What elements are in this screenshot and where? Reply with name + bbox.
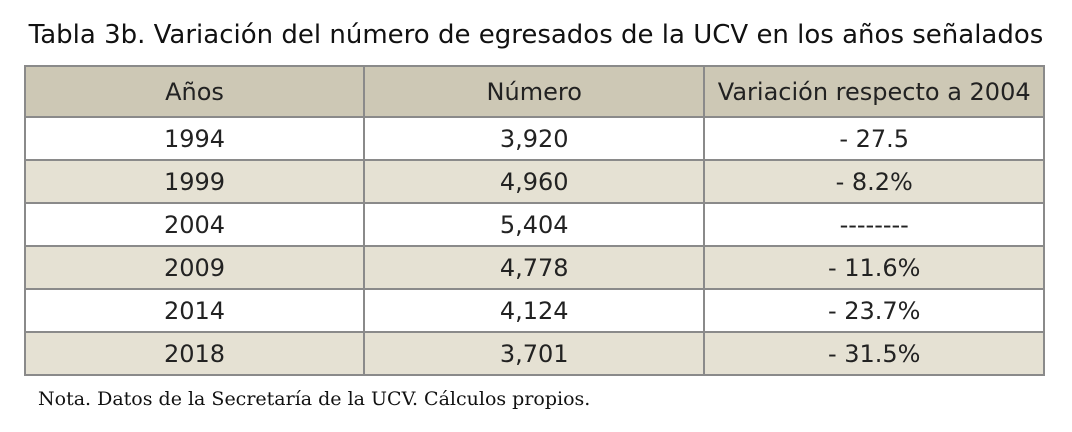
table-cell: 2018	[23, 331, 366, 376]
table-cell: 3,920	[363, 116, 706, 161]
table-cell: 3,701	[363, 331, 706, 376]
header-cell: Años	[23, 65, 366, 118]
table-row: 2004 5,404 --------	[23, 202, 1045, 247]
table-row: 1999 4,960- 8.2%	[23, 159, 1045, 204]
table-cell: 2014	[23, 288, 366, 333]
table-cell: - 11.6%	[703, 245, 1045, 290]
table-cell: 2009	[23, 245, 366, 290]
table-row: 1994 3,920- 27.5	[23, 116, 1045, 161]
table-cell: 4,960	[363, 159, 706, 204]
table-cell: 2004	[23, 202, 366, 247]
table-body: 1994 3,920- 27.5 1999 4,960- 8.2% 2004 5,404-…	[23, 116, 1045, 376]
table-cell: 1999	[23, 159, 366, 204]
table-row: 2018 3,701- 31.5%	[23, 331, 1045, 376]
header-row: Años Número Variación respecto a 2004	[23, 65, 1045, 118]
table-row: 2014 4,124- 23.7%	[23, 288, 1045, 333]
note: Nota. Datos de la Secretaría de la UCV. …	[38, 388, 591, 410]
table-cell: - 31.5%	[703, 331, 1045, 376]
table-title: Tabla 3b. Variación del número de egresa…	[28, 20, 1044, 50]
table-cell: - 8.2%	[703, 159, 1045, 204]
table-cell: - 27.5	[703, 116, 1045, 161]
table-cell: 4,778	[363, 245, 706, 290]
table-cell: --------	[703, 202, 1045, 247]
table-cell: 4,124	[363, 288, 706, 333]
table-cell: - 23.7%	[703, 288, 1045, 333]
table-cell: 1994	[23, 116, 366, 161]
data-table: Años Número Variación respecto a 2004 1994…	[23, 65, 1045, 376]
table-cell: 5,404	[363, 202, 706, 247]
table-row: 2009 4,778- 11.6%	[23, 245, 1045, 290]
header-cell: Variación respecto a 2004	[703, 65, 1045, 118]
header-cell: Número	[363, 65, 706, 118]
